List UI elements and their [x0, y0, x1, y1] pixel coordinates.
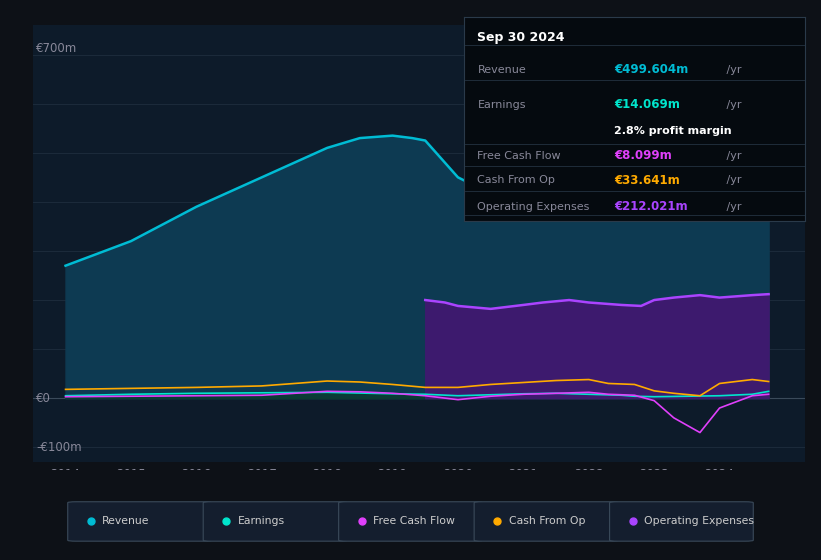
Text: Revenue: Revenue — [478, 65, 526, 75]
Text: Sep 30 2024: Sep 30 2024 — [478, 31, 565, 44]
Text: -€100m: -€100m — [36, 441, 82, 454]
Text: /yr: /yr — [722, 65, 741, 75]
Text: €700m: €700m — [36, 41, 77, 55]
Text: Earnings: Earnings — [238, 516, 285, 526]
Text: €33.641m: €33.641m — [614, 174, 680, 187]
FancyBboxPatch shape — [203, 502, 346, 541]
FancyBboxPatch shape — [609, 502, 754, 541]
Text: /yr: /yr — [722, 175, 741, 185]
Text: Cash From Op: Cash From Op — [509, 516, 585, 526]
Text: Free Cash Flow: Free Cash Flow — [373, 516, 455, 526]
Text: Free Cash Flow: Free Cash Flow — [478, 151, 561, 161]
Text: /yr: /yr — [722, 100, 741, 110]
Text: Operating Expenses: Operating Expenses — [644, 516, 754, 526]
FancyBboxPatch shape — [67, 502, 212, 541]
Text: €8.099m: €8.099m — [614, 150, 672, 162]
Text: Operating Expenses: Operating Expenses — [478, 202, 589, 212]
Text: Revenue: Revenue — [102, 516, 149, 526]
Text: /yr: /yr — [722, 151, 741, 161]
Text: €212.021m: €212.021m — [614, 200, 687, 213]
FancyBboxPatch shape — [338, 502, 482, 541]
Text: €0: €0 — [36, 391, 51, 405]
Text: €14.069m: €14.069m — [614, 98, 680, 111]
Text: 2.8% profit margin: 2.8% profit margin — [614, 126, 732, 136]
Text: €499.604m: €499.604m — [614, 63, 688, 77]
Text: Earnings: Earnings — [478, 100, 526, 110]
Text: Cash From Op: Cash From Op — [478, 175, 555, 185]
Text: /yr: /yr — [722, 202, 741, 212]
FancyBboxPatch shape — [475, 502, 617, 541]
